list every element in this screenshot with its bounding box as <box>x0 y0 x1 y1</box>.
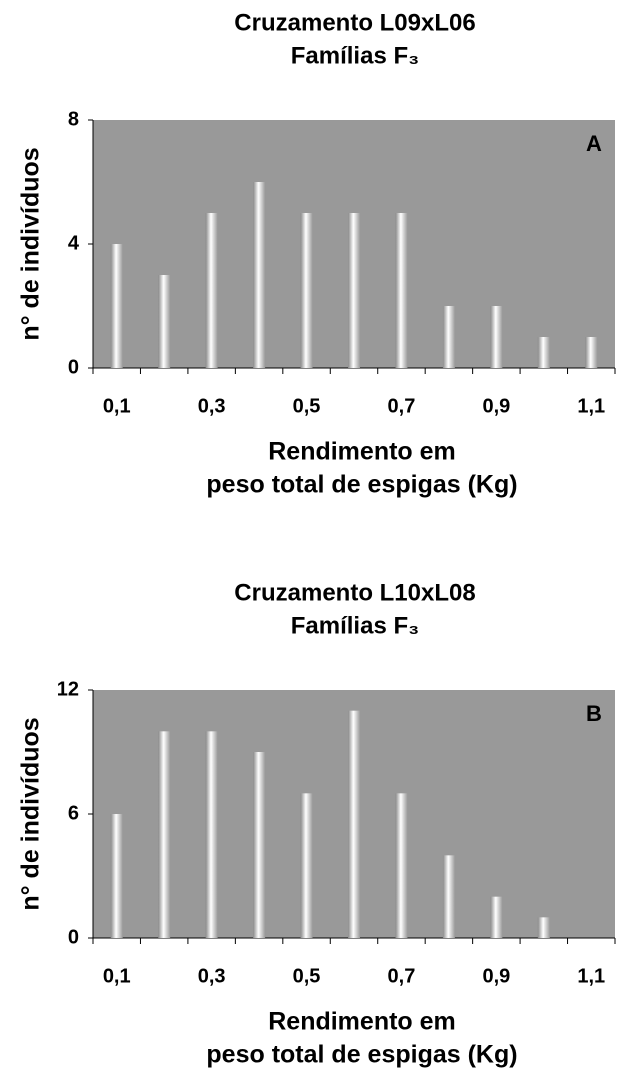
bar <box>158 275 171 368</box>
bar <box>253 182 266 368</box>
chart-subtitle: Famílias F₃ <box>291 42 419 69</box>
bar <box>348 213 360 368</box>
bar <box>158 731 171 938</box>
x-tick-label: 0,9 <box>482 965 510 987</box>
bar <box>205 731 218 938</box>
x-tick-label: 0,7 <box>388 395 416 417</box>
bar <box>300 793 313 938</box>
panel-label: A <box>586 131 602 156</box>
x-tick-label: 1,1 <box>577 965 605 987</box>
y-tick-label: 4 <box>68 232 80 254</box>
bar <box>395 793 408 938</box>
bar <box>537 337 550 368</box>
y-tick-label: 12 <box>57 678 79 700</box>
bar <box>253 752 266 938</box>
chart-title: Cruzamento L10xL08 <box>234 579 475 606</box>
panel-label: B <box>586 701 602 726</box>
x-tick-label: 0,7 <box>388 965 416 987</box>
bar <box>300 213 313 368</box>
y-tick-label: 6 <box>68 802 79 824</box>
x-tick-label: 0,1 <box>103 395 131 417</box>
chart-title: Cruzamento L09xL06 <box>234 9 475 36</box>
bar <box>490 896 503 938</box>
bar <box>442 855 455 938</box>
x-tick-label: 0,3 <box>198 395 226 417</box>
x-axis-title: Rendimento em <box>268 438 456 466</box>
x-tick-label: 0,5 <box>293 965 321 987</box>
bar <box>395 213 408 368</box>
x-axis-title: peso total de espigas (Kg) <box>206 471 517 499</box>
bar <box>110 244 123 368</box>
x-tick-label: 0,9 <box>482 395 510 417</box>
bar <box>348 710 360 938</box>
bar <box>205 213 218 368</box>
x-tick-label: 1,1 <box>577 395 605 417</box>
y-tick-label: 8 <box>68 108 79 130</box>
x-tick-label: 0,5 <box>293 395 321 417</box>
bar <box>490 306 503 368</box>
x-tick-label: 0,3 <box>198 965 226 987</box>
y-tick-label: 0 <box>68 926 79 948</box>
bar <box>442 306 455 368</box>
bar <box>537 917 550 938</box>
bar <box>110 814 123 938</box>
y-axis-title: n° de indivíduos <box>17 717 45 910</box>
x-tick-label: 0,1 <box>103 965 131 987</box>
y-axis-title: n° de indivíduos <box>17 147 45 340</box>
x-axis-title: Rendimento em <box>268 1008 456 1036</box>
chart-subtitle: Famílias F₃ <box>291 612 419 639</box>
y-tick-label: 0 <box>68 356 79 378</box>
bar <box>585 337 598 368</box>
x-axis-title: peso total de espigas (Kg) <box>206 1041 517 1069</box>
